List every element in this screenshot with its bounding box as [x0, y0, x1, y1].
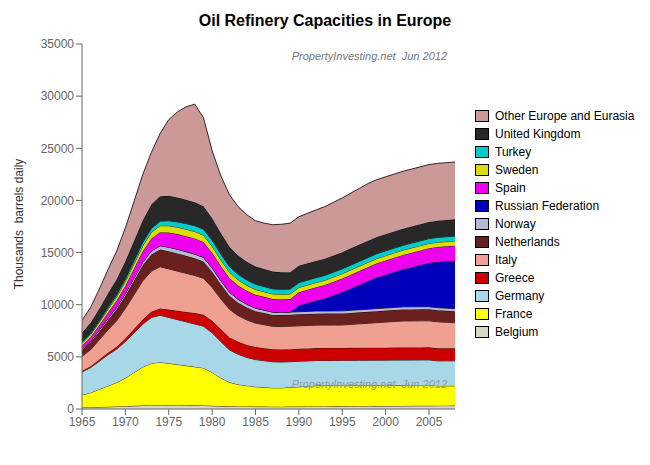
- html-text:Turkey: Turkey: [495, 145, 532, 159]
- svg-text:30000: 30000: [41, 89, 75, 103]
- html-text:Netherlands: Netherlands: [495, 235, 560, 249]
- html-text:Germany: Germany: [495, 289, 545, 303]
- svg-text:25000: 25000: [41, 142, 75, 156]
- svg-text:1980: 1980: [199, 415, 226, 429]
- svg-text:5000: 5000: [47, 350, 74, 364]
- svg-text:1985: 1985: [242, 415, 269, 429]
- html-text:Oil Refinery Capacities in Eur: Oil Refinery Capacities in Europe: [198, 12, 452, 29]
- svg-text:35000: 35000: [41, 37, 75, 51]
- html-text:PropertyInvesting.net Jun 2012: PropertyInvesting.net Jun 2012: [291, 50, 447, 62]
- html-text:PropertyInvesting.net Jun 2012: PropertyInvesting.net Jun 2012: [291, 378, 447, 391]
- html-text:Belgium: Belgium: [495, 325, 539, 339]
- html-text:Sweden: Sweden: [495, 163, 539, 177]
- svg-text:2000: 2000: [372, 415, 399, 429]
- svg-text:10000: 10000: [41, 298, 75, 312]
- html-text:Thousands barrels daily: Thousands barrels daily: [12, 158, 26, 290]
- html-text:France: France: [495, 307, 533, 321]
- svg-text:1970: 1970: [112, 415, 139, 429]
- html-text:Italy: Italy: [495, 253, 517, 267]
- html-text:Russian Federation: Russian Federation: [495, 199, 600, 213]
- svg-text:1965: 1965: [69, 415, 96, 429]
- html-text:Greece: Greece: [495, 271, 535, 285]
- svg-text:1975: 1975: [155, 415, 182, 429]
- svg-text:15000: 15000: [41, 246, 75, 260]
- html-text:Spain: Spain: [495, 181, 526, 195]
- svg-text:1995: 1995: [329, 415, 356, 429]
- svg-text:0: 0: [67, 402, 74, 416]
- html-text:United Kingdom: United Kingdom: [495, 127, 581, 141]
- html-text:Other Europe and Eurasia: Other Europe and Eurasia: [495, 109, 635, 123]
- svg-text:1990: 1990: [286, 415, 313, 429]
- html-text:Norway: Norway: [495, 217, 536, 231]
- svg-text:2005: 2005: [416, 415, 443, 429]
- svg-text:20000: 20000: [41, 194, 75, 208]
